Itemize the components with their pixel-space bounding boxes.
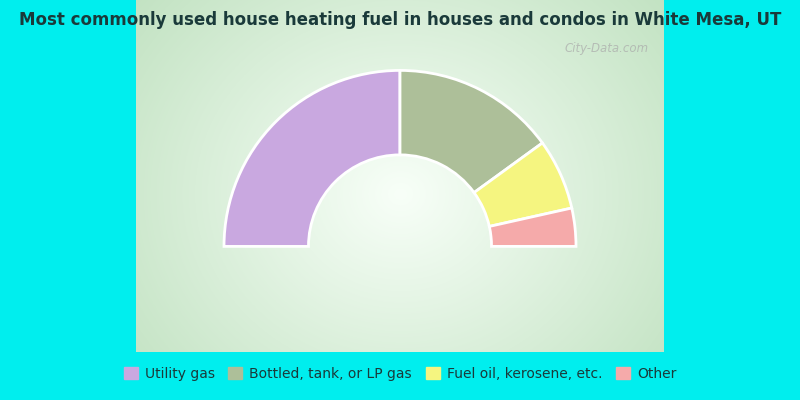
Text: Most commonly used house heating fuel in houses and condos in White Mesa, UT: Most commonly used house heating fuel in…	[19, 10, 781, 28]
Wedge shape	[490, 208, 576, 246]
Legend: Utility gas, Bottled, tank, or LP gas, Fuel oil, kerosene, etc., Other: Utility gas, Bottled, tank, or LP gas, F…	[119, 363, 681, 385]
Wedge shape	[400, 70, 542, 193]
Wedge shape	[474, 143, 572, 226]
Text: City-Data.com: City-Data.com	[564, 42, 648, 55]
Wedge shape	[224, 70, 400, 246]
